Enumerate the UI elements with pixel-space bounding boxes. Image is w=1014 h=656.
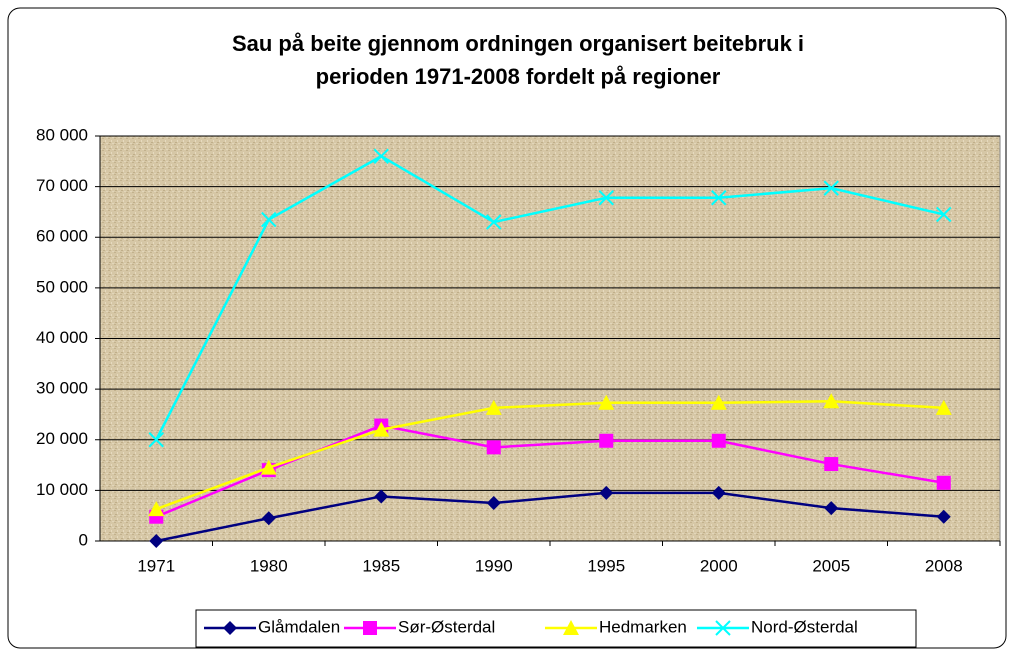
marker: [261, 511, 276, 526]
y-tick-label: 60 000: [36, 227, 88, 246]
series-line: [155, 424, 944, 518]
marker: [148, 432, 164, 448]
marker: [936, 475, 951, 490]
marker: [149, 534, 164, 548]
marker: [711, 433, 726, 448]
legend-label: Hedmarken: [599, 617, 687, 636]
marker: [599, 433, 614, 448]
x-tick-label: 1990: [475, 556, 513, 575]
chart-title: perioden 1971-2008 fordelt på regioner: [316, 64, 721, 89]
y-tick-label: 30 000: [36, 379, 88, 398]
x-tick-label: 2008: [925, 556, 963, 575]
x-tick-label: 2005: [812, 556, 850, 575]
y-tick-label: 10 000: [36, 480, 88, 499]
marker: [374, 489, 389, 504]
y-tick-label: 70 000: [36, 176, 88, 195]
series-line: [155, 154, 945, 441]
y-tick-label: 20 000: [36, 429, 88, 448]
marker: [599, 485, 614, 500]
legend-label: Nord-Østerdal: [751, 617, 858, 636]
marker: [711, 190, 727, 206]
marker: [936, 206, 952, 223]
marker: [715, 620, 731, 636]
marker: [598, 190, 614, 206]
marker: [823, 180, 839, 196]
y-tick-label: 50 000: [36, 277, 88, 296]
marker: [711, 485, 726, 500]
x-tick-label: 1985: [362, 556, 400, 575]
marker: [485, 399, 502, 415]
marker: [486, 496, 501, 511]
x-tick-label: 2000: [700, 556, 738, 575]
chart-title: Sau på beite gjennom ordningen organiser…: [232, 31, 804, 56]
marker: [223, 621, 237, 635]
x-tick-label: 1971: [137, 556, 175, 575]
marker: [936, 509, 951, 524]
y-tick-label: 80 000: [36, 125, 88, 144]
marker: [935, 399, 952, 415]
marker: [260, 459, 277, 475]
marker: [486, 214, 502, 230]
marker: [373, 421, 390, 437]
marker: [563, 620, 579, 635]
legend-label: Sør-Østerdal: [398, 617, 495, 636]
marker: [486, 440, 501, 455]
marker: [710, 394, 727, 410]
marker: [824, 457, 839, 472]
marker: [598, 394, 615, 410]
legend-label: Glåmdalen: [258, 617, 340, 636]
marker: [373, 148, 389, 164]
marker: [261, 211, 277, 228]
marker: [824, 501, 839, 516]
y-tick-label: 0: [79, 530, 88, 549]
x-tick-label: 1995: [587, 556, 625, 575]
marker: [148, 501, 165, 517]
marker: [823, 393, 840, 409]
series-line: [155, 400, 944, 511]
marker: [363, 621, 377, 635]
series-line: [156, 491, 944, 543]
y-tick-label: 40 000: [36, 328, 88, 347]
x-tick-label: 1980: [250, 556, 288, 575]
